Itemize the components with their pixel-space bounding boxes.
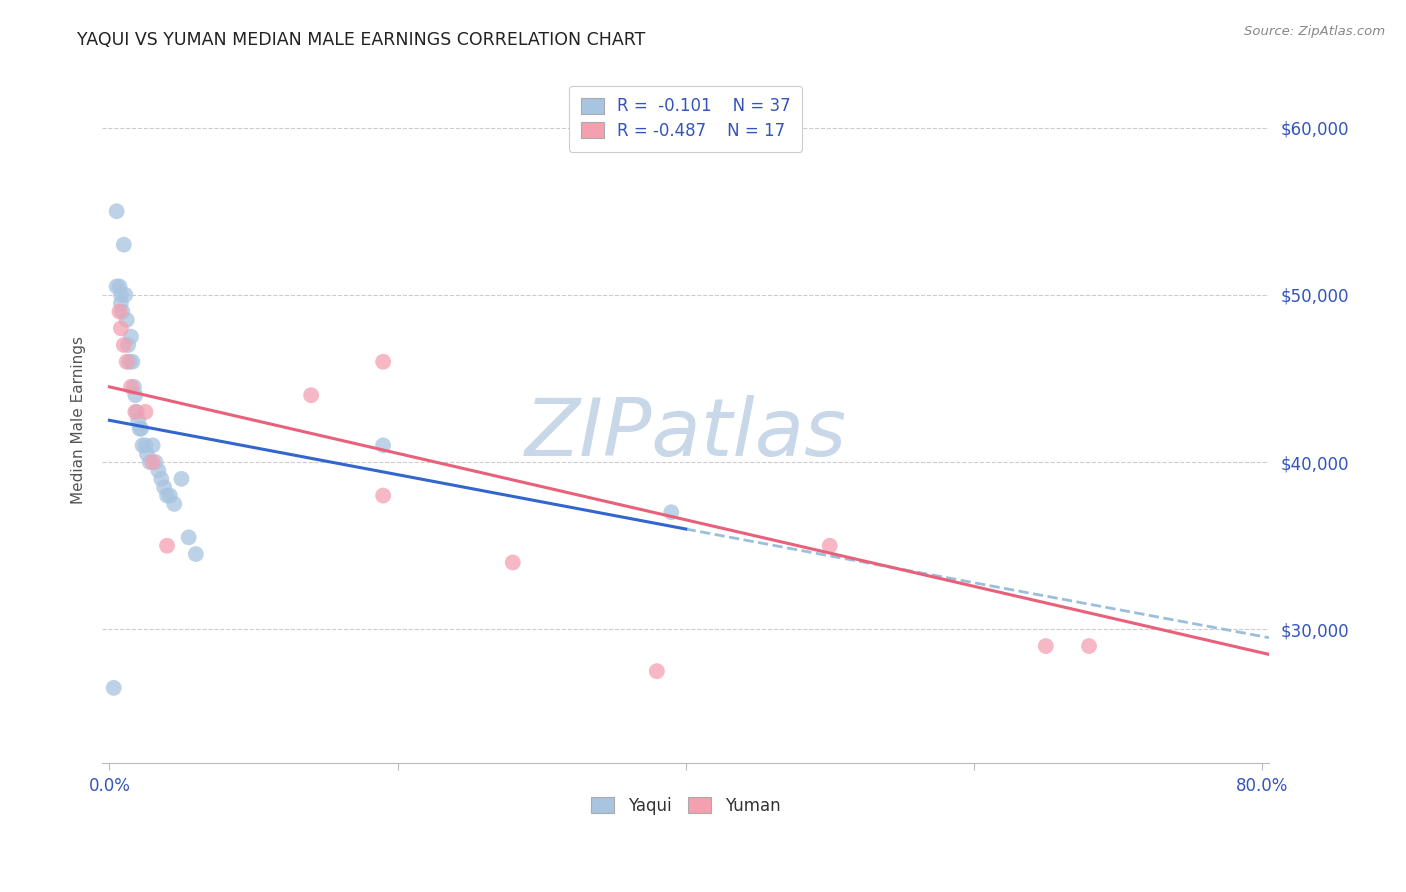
Point <box>121 355 143 369</box>
Point <box>103 681 125 695</box>
Point <box>177 530 200 544</box>
Point <box>818 539 841 553</box>
Point <box>127 413 149 427</box>
Point <box>117 338 139 352</box>
Y-axis label: Median Male Earnings: Median Male Earnings <box>72 336 86 504</box>
Legend: Yaqui, Yuman: Yaqui, Yuman <box>582 789 789 823</box>
Point <box>163 497 186 511</box>
Point <box>142 438 165 452</box>
Point <box>645 664 668 678</box>
Point <box>114 288 136 302</box>
Point <box>110 321 132 335</box>
Point <box>115 355 138 369</box>
Point <box>134 405 156 419</box>
Point <box>120 329 142 343</box>
Point <box>156 489 179 503</box>
Point <box>112 237 135 252</box>
Point <box>125 405 148 419</box>
Point <box>122 380 145 394</box>
Point <box>502 556 524 570</box>
Point <box>105 279 128 293</box>
Point <box>148 463 170 477</box>
Point <box>135 447 157 461</box>
Point <box>159 489 181 503</box>
Point <box>150 472 173 486</box>
Point <box>659 505 682 519</box>
Point <box>170 472 193 486</box>
Point <box>371 438 394 452</box>
Point <box>108 304 131 318</box>
Point <box>118 355 141 369</box>
Point <box>124 405 146 419</box>
Point <box>112 338 135 352</box>
Point <box>1078 639 1101 653</box>
Point <box>131 438 153 452</box>
Point <box>124 388 146 402</box>
Text: YAQUI VS YUMAN MEDIAN MALE EARNINGS CORRELATION CHART: YAQUI VS YUMAN MEDIAN MALE EARNINGS CORR… <box>77 31 645 49</box>
Point <box>139 455 162 469</box>
Point <box>108 279 131 293</box>
Text: ZIPatlas: ZIPatlas <box>524 395 846 473</box>
Point <box>156 539 179 553</box>
Point <box>134 438 156 452</box>
Point <box>120 380 142 394</box>
Text: Source: ZipAtlas.com: Source: ZipAtlas.com <box>1244 25 1385 38</box>
Point <box>110 296 132 310</box>
Point <box>115 313 138 327</box>
Point <box>299 388 322 402</box>
Point <box>142 455 165 469</box>
Point <box>371 355 394 369</box>
Point <box>110 288 132 302</box>
Point <box>145 455 167 469</box>
Point <box>184 547 207 561</box>
Point <box>129 422 152 436</box>
Point <box>128 422 150 436</box>
Point <box>371 489 394 503</box>
Point <box>1035 639 1057 653</box>
Point <box>111 304 134 318</box>
Point <box>153 480 176 494</box>
Point <box>105 204 128 219</box>
